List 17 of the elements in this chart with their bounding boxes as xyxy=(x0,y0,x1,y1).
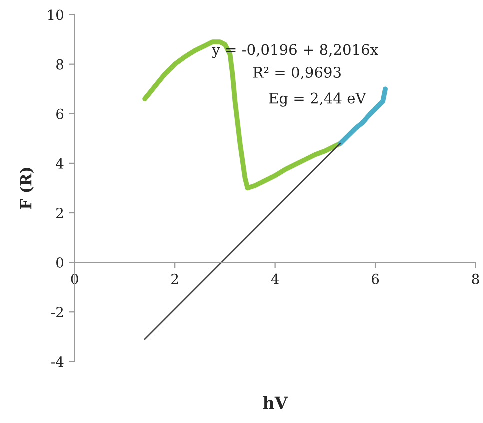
y-tick-label: 0 xyxy=(56,258,64,268)
y-tick-label: -4 xyxy=(52,356,64,367)
y-axis-title: F (R) xyxy=(20,168,34,210)
x-tick-label: 6 xyxy=(372,274,380,284)
x-tick-label: 8 xyxy=(472,274,480,284)
y-tick-label: 6 xyxy=(56,108,64,120)
annotation: Eg = 2,44 eV xyxy=(269,92,366,107)
y-tick-label: 4 xyxy=(56,158,64,169)
x-tick-label: 4 xyxy=(271,274,280,284)
y-tick-label: 10 xyxy=(48,10,64,20)
y-tick-label: 2 xyxy=(56,208,64,218)
y-tick-label: 8 xyxy=(56,59,64,70)
annotation: R² = 0,9693 xyxy=(253,66,341,80)
x-tick-label: 2 xyxy=(172,274,178,284)
y-tick-label: -2 xyxy=(52,307,64,318)
x-axis-title: hV xyxy=(263,396,288,410)
x-tick-label: 0 xyxy=(71,274,78,284)
